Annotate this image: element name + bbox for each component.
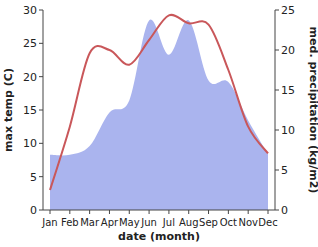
- y2-tick-label: 20: [281, 44, 295, 57]
- x-tick-label: Aug: [179, 217, 199, 228]
- x-tick-label: May: [119, 217, 140, 228]
- plot-area: [50, 15, 268, 210]
- x-tick: [188, 210, 189, 214]
- x-tick-label: Jul: [162, 217, 175, 228]
- y2-tick-label: 5: [281, 164, 288, 177]
- x-tick: [89, 210, 90, 214]
- precipitation-area: [50, 19, 268, 210]
- y2-tick-label: 25: [281, 4, 295, 17]
- y-tick: [39, 143, 43, 144]
- y-tick-label: 5: [30, 171, 37, 184]
- y-axis-label: max temp (C): [2, 68, 15, 152]
- y-tick-label: 0: [30, 204, 37, 217]
- x-tick: [69, 210, 70, 214]
- x-tick-label: Jun: [140, 217, 157, 228]
- y2-tick: [275, 90, 279, 91]
- right-axis: [275, 10, 276, 210]
- x-tick-label: Dec: [258, 217, 277, 228]
- y2-tick-label: 10: [281, 124, 295, 137]
- y2-tick: [275, 10, 279, 11]
- chart: 0 5 10 15 20 25 30 0 5 10 15 20 25 Jan FebMarAprMayJun…: [0, 0, 318, 247]
- x-tick: [109, 210, 110, 214]
- y-tick: [39, 176, 43, 177]
- y-tick: [39, 110, 43, 111]
- x-tick-label: Jan: [41, 217, 57, 228]
- x-axis-label: date (month): [118, 230, 200, 243]
- y-tick-label: 30: [23, 4, 37, 17]
- y-tick: [39, 10, 43, 11]
- y2-tick: [275, 210, 279, 211]
- y-tick-label: 20: [23, 71, 37, 84]
- temperature-line: [50, 15, 268, 190]
- x-tick-label: Apr: [101, 217, 119, 228]
- y2-tick: [275, 50, 279, 51]
- y-tick: [39, 43, 43, 44]
- y2-tick-label: 0: [281, 204, 288, 217]
- x-tick: [268, 210, 269, 214]
- x-tick-label: Sep: [199, 217, 218, 228]
- y-tick: [39, 210, 43, 211]
- x-tick-label: Nov: [238, 217, 258, 228]
- y2-tick: [275, 170, 279, 171]
- y-tick-label: 10: [23, 137, 37, 150]
- y2-tick: [275, 130, 279, 131]
- y2-tick-label: 15: [281, 84, 295, 97]
- x-tick-label: Mar: [80, 217, 100, 228]
- y-tick-label: 15: [23, 104, 37, 117]
- x-tick: [50, 210, 51, 214]
- x-tick: [149, 210, 150, 214]
- y-tick: [39, 76, 43, 77]
- x-tick: [168, 210, 169, 214]
- x-tick: [248, 210, 249, 214]
- y2-axis-label: med. precipitation (kg/m2): [307, 27, 318, 194]
- y-tick-label: 25: [23, 37, 37, 50]
- x-tick-label: Oct: [220, 217, 237, 228]
- x-tick: [228, 210, 229, 214]
- x-tick: [208, 210, 209, 214]
- bottom-axis: [43, 210, 275, 211]
- x-tick: [129, 210, 130, 214]
- x-tick-label: Feb: [61, 217, 79, 228]
